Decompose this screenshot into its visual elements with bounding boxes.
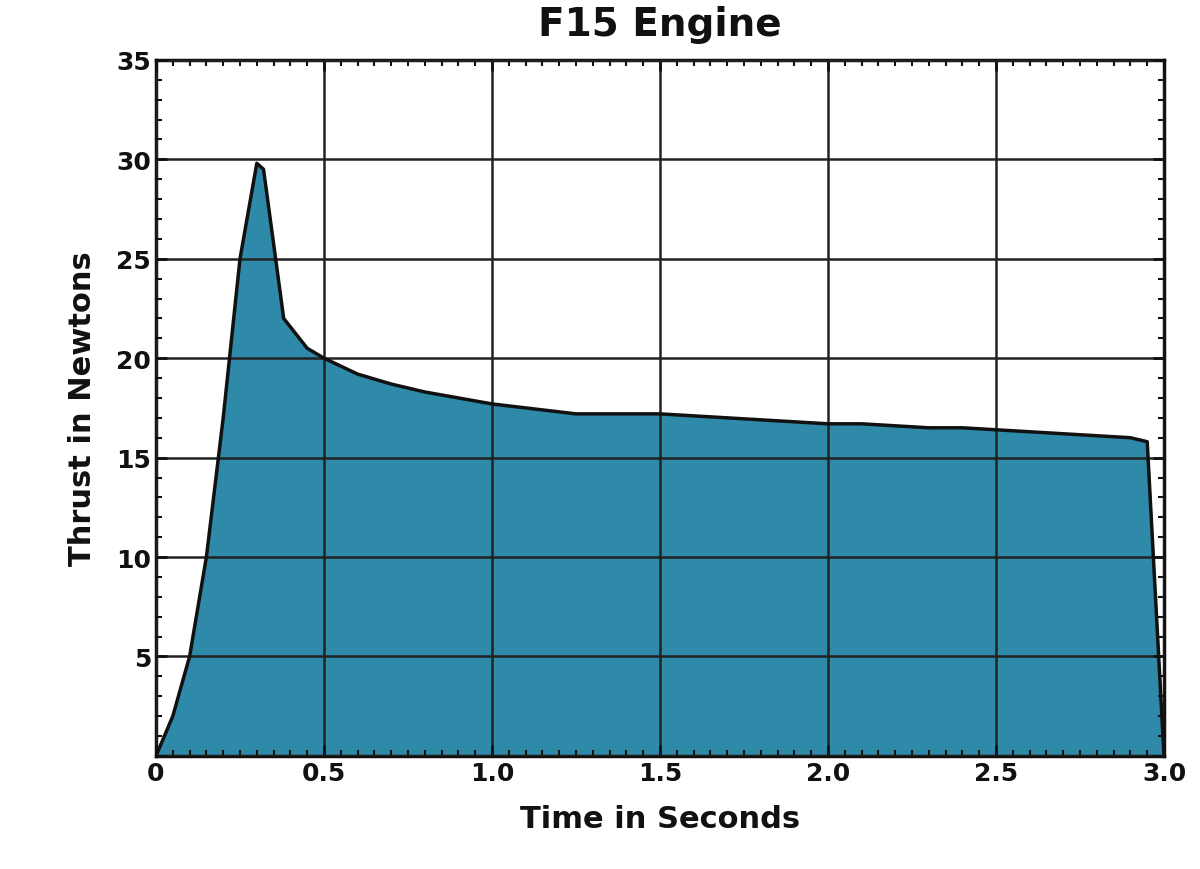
- X-axis label: Time in Seconds: Time in Seconds: [520, 805, 800, 833]
- Y-axis label: Thrust in Newtons: Thrust in Newtons: [67, 251, 97, 566]
- Title: F15 Engine: F15 Engine: [538, 6, 782, 43]
